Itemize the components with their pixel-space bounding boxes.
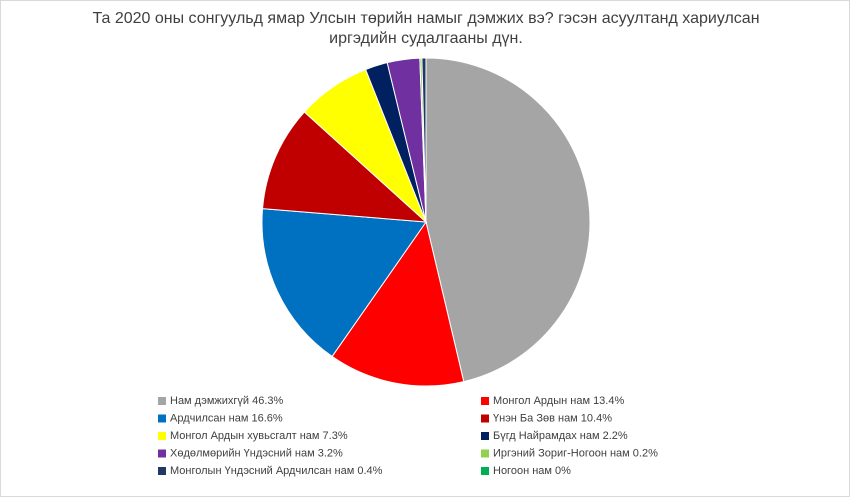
legend-label: Монголын Үндэсний Ардчилсан нам 0.4%	[170, 465, 383, 477]
legend-swatch	[158, 467, 166, 475]
legend-swatch	[481, 432, 489, 440]
legend-swatch	[481, 449, 489, 458]
pie-slice	[262, 111, 428, 223]
legend-label: Бүгд Найрамдах нам 2.2%	[493, 430, 628, 442]
legend-label: Ногоон нам 0%	[493, 465, 571, 477]
legend-swatch	[481, 467, 489, 475]
legend-swatch	[158, 432, 166, 440]
chart-title: Та 2020 оны сонгуульд ямар Улсын төрийн …	[92, 10, 760, 47]
legend-swatch	[158, 449, 166, 458]
legend-label: Монгол Ардын хувьсгалт нам 7.3%	[170, 430, 348, 442]
legend-swatch	[481, 397, 489, 405]
pie-slice	[331, 220, 465, 387]
pie-slice	[425, 57, 591, 383]
pie-slice	[261, 208, 427, 358]
legend-label: Ардчилсан нам 16.6%	[170, 412, 283, 424]
legend-swatch	[158, 414, 166, 423]
legend-label: Хөдөлмөрийн Үндэсний нам 3.2%	[170, 447, 343, 459]
legend-swatch	[481, 414, 489, 423]
legend-label: Иргэний Зориг-Ногоон нам 0.2%	[493, 447, 658, 459]
legend-label: Үнэн Ба Зөв нам 10.4%	[493, 412, 612, 424]
legend-swatch	[158, 397, 166, 405]
legend-label: Монгол Ардын нам 13.4%	[493, 395, 624, 407]
legend-label: Нам дэмжихгүй 46.3%	[170, 395, 284, 407]
